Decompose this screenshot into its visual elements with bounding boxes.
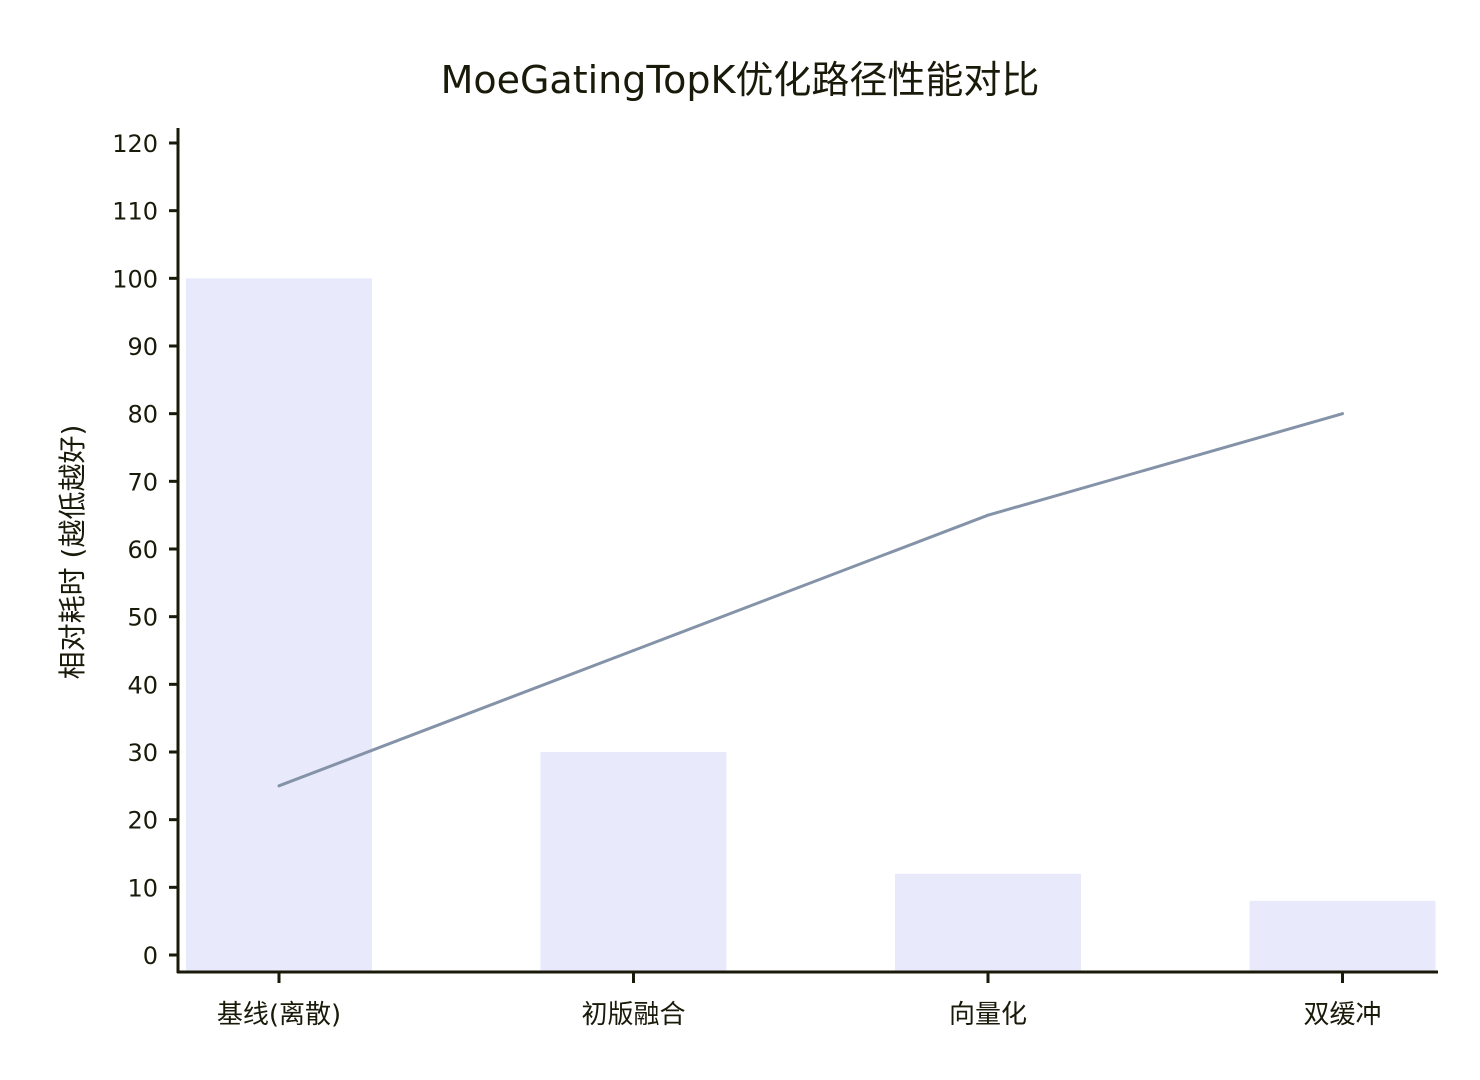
series-line: [278, 412, 1343, 788]
bar-group: [186, 278, 1436, 972]
line-point-1: [277, 784, 281, 788]
y-tick-label-50: 50: [127, 604, 158, 632]
chart-title: MoeGatingTopK优化路径性能对比: [441, 58, 1040, 102]
axes: 0 10 20 30 40 50 60 70 80 90 100 110 120 基线(离散) 初版融合 向量…: [112, 128, 1438, 1030]
y-tick-label-100: 100: [112, 265, 158, 293]
y-tick-label-110: 110: [112, 198, 158, 226]
line-group: [277, 412, 1344, 788]
x-tick-label-3: 向量化: [949, 1000, 1027, 1030]
y-axis-title: 相对耗时 (越低越好): [56, 425, 89, 680]
bar-2: [540, 752, 727, 972]
y-tick-label-40: 40: [127, 671, 158, 699]
x-tick-label-4: 双缓冲: [1303, 1000, 1381, 1030]
bar-1: [186, 278, 372, 972]
y-tick-label-10: 10: [127, 874, 158, 902]
y-tick-label-120: 120: [112, 130, 158, 158]
y-tick-label-90: 90: [127, 333, 158, 361]
y-tick-label-80: 80: [127, 401, 158, 429]
line-point-2: [632, 649, 635, 652]
y-tick-label-20: 20: [127, 807, 158, 835]
y-tick-label-30: 30: [127, 739, 158, 767]
line-point-4: [1341, 412, 1344, 416]
x-tick-label-2: 初版融合: [581, 1000, 685, 1030]
line-point-3: [986, 513, 990, 517]
y-tick-label-70: 70: [127, 468, 158, 496]
x-tick-label-1: 基线(离散): [217, 1000, 341, 1030]
bar-4: [1249, 900, 1436, 972]
y-tick-label-0: 0: [143, 942, 158, 970]
bar-3: [895, 873, 1081, 972]
y-tick-label-60: 60: [127, 536, 158, 564]
